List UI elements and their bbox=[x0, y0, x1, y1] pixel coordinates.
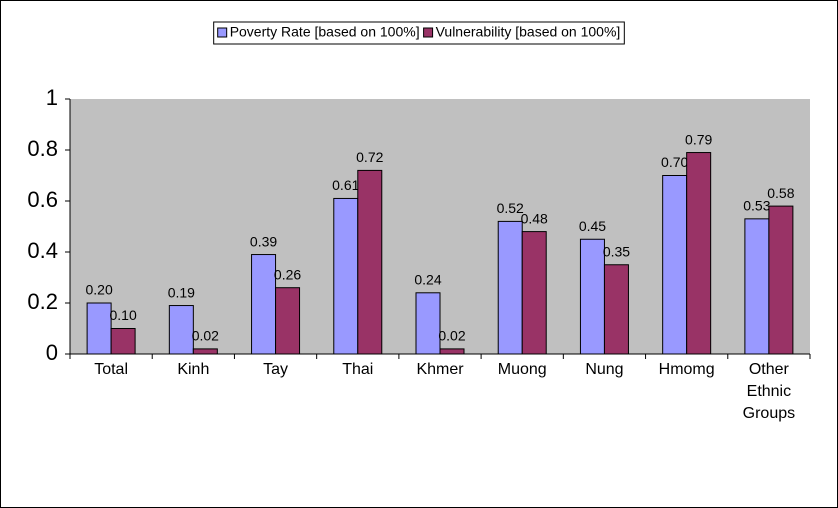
x-tick-label: Tay bbox=[263, 361, 288, 378]
data-label: 0.24 bbox=[414, 272, 441, 288]
bar bbox=[662, 175, 688, 355]
legend-swatch bbox=[217, 27, 228, 38]
bar bbox=[415, 292, 441, 355]
y-tick-label: 1 bbox=[46, 85, 58, 110]
bar bbox=[251, 254, 277, 355]
bar bbox=[192, 348, 218, 355]
x-tick-label: Nung bbox=[585, 361, 624, 378]
data-label: 0.72 bbox=[356, 149, 383, 165]
bar bbox=[168, 305, 194, 355]
bar bbox=[333, 197, 359, 355]
data-label: 0.26 bbox=[274, 266, 301, 282]
x-tick-label: Total bbox=[94, 361, 128, 378]
data-label: 0.35 bbox=[603, 243, 630, 259]
bar bbox=[357, 169, 383, 355]
data-label: 0.52 bbox=[497, 200, 524, 216]
bar bbox=[603, 264, 629, 355]
bar bbox=[86, 302, 112, 355]
y-tick-label: 0.4 bbox=[27, 238, 58, 263]
bar bbox=[768, 205, 794, 355]
data-label: 0.20 bbox=[85, 282, 112, 298]
legend-label: Vulnerability [based on 100%] bbox=[436, 24, 621, 40]
x-tick-label: Khmer bbox=[416, 361, 464, 378]
y-tick-label: 0 bbox=[46, 340, 58, 365]
data-label: 0.10 bbox=[109, 307, 136, 323]
data-label: 0.02 bbox=[192, 328, 219, 344]
bar bbox=[110, 328, 136, 355]
data-label: 0.79 bbox=[685, 131, 712, 147]
x-tick-label: Thai bbox=[342, 361, 374, 378]
data-label: 0.02 bbox=[438, 328, 465, 344]
data-label: 0.39 bbox=[250, 233, 277, 249]
bar bbox=[744, 218, 770, 355]
data-label: 0.48 bbox=[521, 210, 548, 226]
x-tick-label: Muong bbox=[497, 361, 547, 378]
bar bbox=[497, 220, 523, 355]
data-label: 0.19 bbox=[168, 284, 195, 300]
x-tick-label: Hmomg bbox=[658, 361, 715, 378]
y-tick-label: 0.8 bbox=[27, 136, 58, 161]
data-label: 0.70 bbox=[661, 154, 688, 170]
data-label: 0.61 bbox=[332, 177, 359, 193]
data-label: 0.45 bbox=[579, 218, 606, 234]
data-label: 0.58 bbox=[767, 185, 794, 201]
legend-label: Poverty Rate [based on 100%] bbox=[230, 24, 420, 40]
bar bbox=[579, 238, 605, 355]
x-tick-label: Kinh bbox=[177, 361, 210, 378]
data-label: 0.53 bbox=[743, 198, 770, 214]
bar bbox=[275, 287, 301, 355]
bar bbox=[521, 231, 547, 355]
x-tick-label: Other Ethnic Groups bbox=[742, 361, 796, 422]
y-tick-label: 0.6 bbox=[27, 187, 58, 212]
bar bbox=[686, 152, 712, 355]
bar bbox=[439, 348, 465, 355]
legend-swatch bbox=[423, 27, 434, 38]
y-tick-label: 0.2 bbox=[27, 289, 58, 314]
legend bbox=[213, 21, 625, 45]
